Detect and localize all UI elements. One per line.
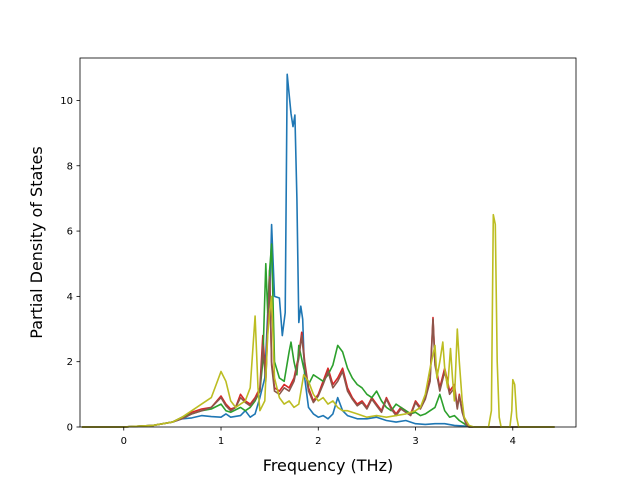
plot-frame — [79, 57, 577, 428]
y-axis-label: Partial Density of States — [27, 146, 46, 338]
y-tick-label: 8 — [67, 161, 73, 172]
series-lines — [81, 73, 555, 428]
x-tick-label: 1 — [218, 436, 224, 447]
x-axis-ticks: 0 1 2 3 4 — [121, 427, 516, 447]
y-axis-ticks: 0 2 4 6 8 10 — [60, 96, 80, 434]
series-line-1 — [81, 73, 555, 428]
x-tick-label: 4 — [510, 436, 516, 447]
y-tick-label: 4 — [67, 292, 73, 303]
series-line-4 — [81, 275, 555, 428]
x-tick-label: 0 — [121, 436, 127, 447]
x-tick-label: 2 — [315, 436, 321, 447]
x-tick-label: 3 — [412, 436, 418, 447]
y-tick-label: 0 — [67, 423, 73, 434]
series-line-3 — [81, 243, 555, 428]
y-tick-label: 10 — [60, 96, 73, 107]
y-tick-label: 2 — [67, 357, 73, 368]
x-axis-label: Frequency (THz) — [263, 456, 393, 475]
y-tick-label: 6 — [67, 227, 73, 238]
series-line-5 — [81, 213, 555, 428]
